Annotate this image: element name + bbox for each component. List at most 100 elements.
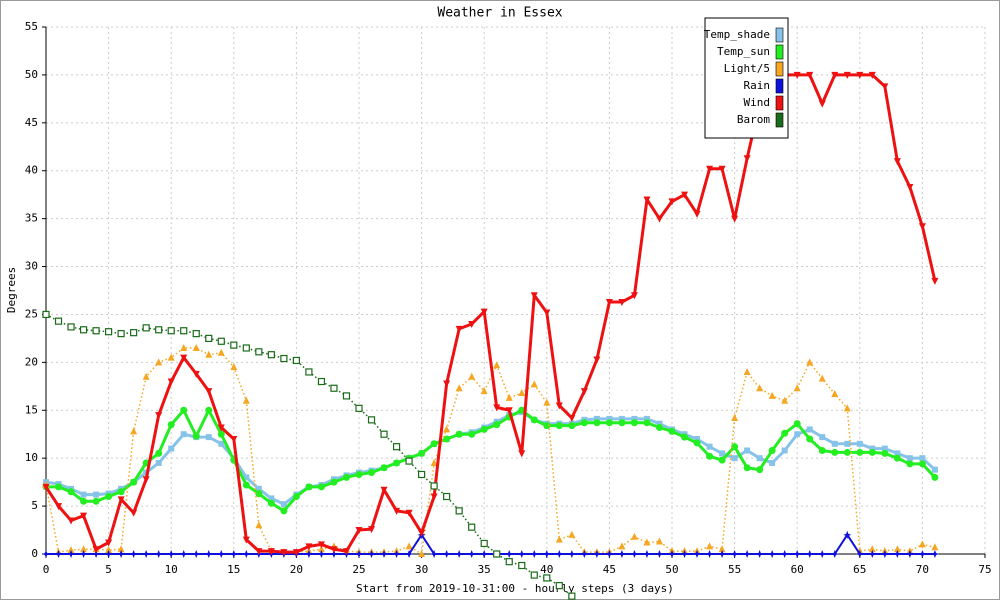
point (693, 439, 701, 447)
y-tick-label: 55 (25, 20, 38, 33)
point (768, 550, 777, 558)
point (618, 542, 626, 550)
point (855, 550, 864, 558)
y-axis-label: Degrees (5, 267, 18, 313)
y-tick-label: 10 (25, 451, 38, 464)
point (393, 507, 401, 515)
point (167, 353, 175, 361)
point (330, 546, 338, 554)
point (919, 455, 926, 462)
point (567, 550, 576, 558)
point (368, 469, 376, 477)
point (843, 530, 852, 539)
point (843, 448, 851, 456)
point (430, 458, 438, 466)
point (718, 456, 726, 464)
x-tick-label: 5 (105, 563, 112, 576)
point (819, 434, 826, 441)
point (706, 165, 714, 173)
point (743, 550, 752, 558)
point (67, 517, 75, 525)
point (105, 493, 113, 501)
point (205, 388, 213, 396)
y-tick-label: 25 (25, 307, 38, 320)
point (455, 507, 463, 515)
point (706, 443, 713, 450)
x-tick-label: 10 (165, 563, 178, 576)
point (505, 558, 513, 566)
point (893, 454, 901, 462)
point (793, 71, 801, 79)
point (555, 402, 563, 410)
point (418, 550, 426, 557)
point (54, 550, 63, 558)
point (455, 430, 463, 438)
point (92, 546, 100, 554)
point (543, 574, 551, 582)
point (893, 545, 901, 553)
point (317, 545, 325, 553)
point (267, 351, 275, 359)
y-tick-label: 20 (25, 355, 38, 368)
point (656, 420, 663, 427)
point (192, 550, 201, 558)
point (330, 384, 338, 392)
point (580, 419, 588, 427)
point (117, 545, 125, 553)
point (180, 431, 187, 438)
point (67, 488, 75, 496)
legend-swatch (775, 95, 784, 111)
point (229, 550, 238, 558)
point (268, 495, 275, 502)
point (355, 470, 363, 478)
point (430, 482, 438, 490)
y-tick-label: 45 (25, 116, 38, 129)
point (493, 550, 501, 558)
point (355, 404, 363, 412)
point (881, 83, 889, 91)
point (155, 459, 162, 466)
point (92, 550, 101, 558)
point (793, 550, 802, 558)
point (555, 422, 563, 430)
point (694, 436, 701, 443)
point (92, 497, 100, 505)
point (242, 481, 250, 489)
point (443, 380, 451, 388)
point (480, 308, 488, 316)
legend-label: Temp_shade (704, 28, 770, 41)
point (155, 412, 163, 420)
legend-label: Rain (744, 79, 771, 92)
point (117, 550, 126, 558)
point (392, 443, 401, 451)
point (643, 538, 651, 546)
point (104, 328, 113, 336)
point (618, 298, 626, 306)
point (794, 431, 801, 438)
point (405, 550, 414, 558)
point (856, 71, 864, 79)
point (555, 550, 564, 558)
point (731, 215, 739, 223)
legend-swatch (775, 44, 784, 60)
x-tick-label: 60 (791, 563, 804, 576)
point (255, 490, 263, 498)
point (630, 532, 638, 540)
point (443, 425, 451, 433)
point (117, 496, 125, 504)
point (418, 470, 426, 479)
point (642, 550, 651, 558)
legend-swatch (775, 112, 784, 128)
point (518, 450, 526, 458)
point (192, 330, 200, 338)
point (342, 473, 350, 481)
legend-swatch (775, 61, 784, 77)
point (818, 374, 826, 382)
point (931, 543, 939, 551)
point (230, 436, 238, 444)
point (430, 440, 438, 448)
point (204, 550, 213, 558)
point (905, 550, 914, 558)
point (155, 358, 163, 366)
point (518, 406, 526, 414)
